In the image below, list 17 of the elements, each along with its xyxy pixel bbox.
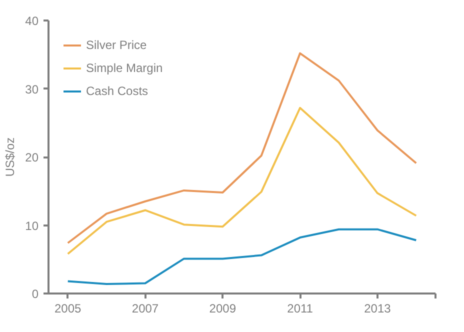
y-tick-label: 10 [25, 218, 39, 233]
x-tick-label: 2005 [54, 302, 82, 316]
y-tick-label: 0 [32, 287, 39, 301]
x-tick-label: 2009 [209, 302, 236, 316]
line-series [66, 228, 418, 285]
y-tick-label: 40 [25, 14, 39, 28]
x-tick-label: 2013 [364, 302, 392, 316]
legend-label: Simple Margin [86, 61, 163, 75]
legend-label: Silver Price [86, 38, 147, 52]
y-tick-label: 30 [25, 82, 39, 96]
legend-label: Cash Costs [86, 84, 148, 98]
x-tick-label: 2007 [132, 302, 159, 316]
y-tick-label: 20 [25, 150, 39, 164]
line-series [66, 106, 418, 255]
y-axis-title: US$/oz [3, 137, 18, 177]
line-series [66, 52, 418, 244]
x-tick-label: 2011 [287, 302, 314, 316]
